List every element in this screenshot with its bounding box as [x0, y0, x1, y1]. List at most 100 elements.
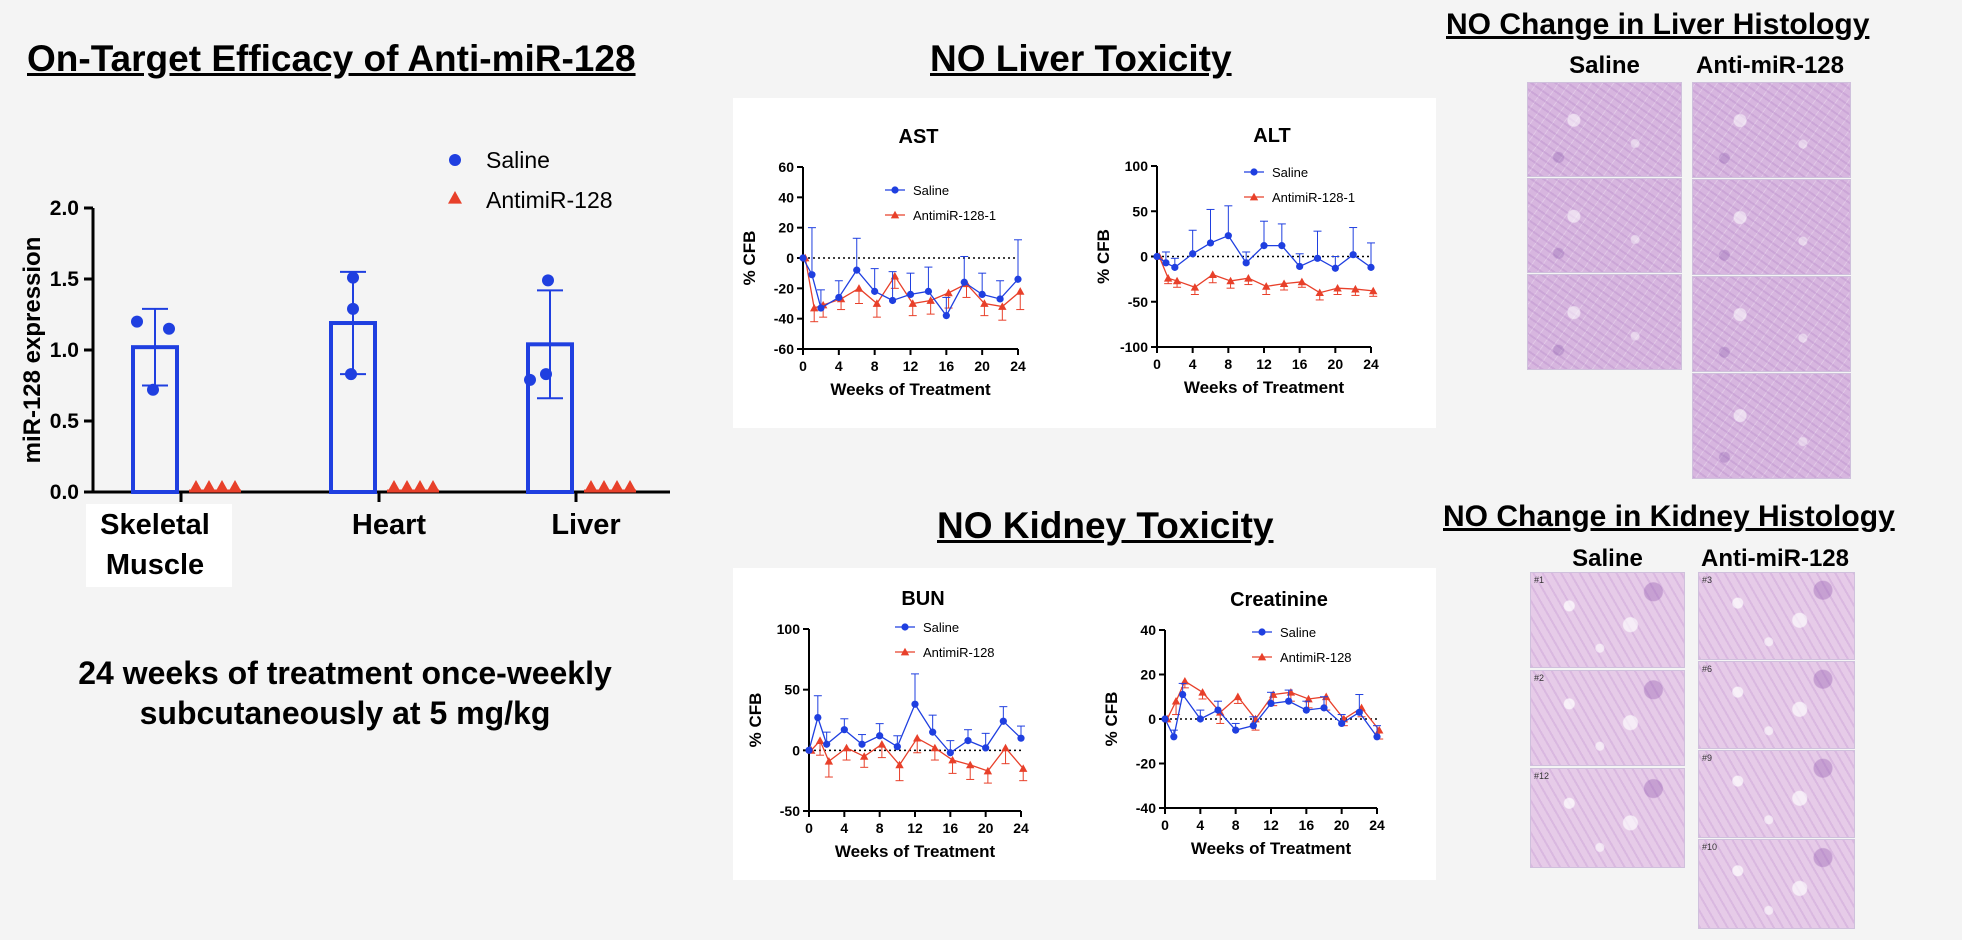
creatinine-line-chart: Creatinine -40 -20 0 20 40 0 4 8 12 16 20 24 Weeks of… [1102, 589, 1385, 858]
bun-x-tick-label: 24 [1013, 820, 1029, 836]
bun-x-tick-label: 12 [907, 820, 923, 836]
antimir-data-point [1208, 270, 1217, 278]
saline-data-point [911, 700, 919, 708]
alt-y-tick-label: 50 [1132, 203, 1148, 219]
ast-x-tick-label: 8 [871, 358, 879, 374]
antimir-data-point [1190, 283, 1200, 291]
saline-data-point [347, 302, 359, 315]
antimir-data-point [948, 755, 957, 764]
antimir-data-point [1171, 697, 1181, 705]
saline-data-point [147, 383, 159, 396]
creatinine-x-tick-label: 12 [1263, 817, 1279, 833]
antimir-data-point [1351, 284, 1360, 293]
saline-data-point [347, 271, 359, 284]
saline-data-point [1189, 250, 1197, 258]
antimir-data-point [980, 299, 989, 307]
antimir-data-point [1016, 287, 1025, 295]
efficacy-heading: On-Target Efficacy of Anti-miR-128 [27, 38, 636, 79]
antimir-data-point [966, 760, 975, 769]
ast-y-tick-label: 20 [778, 220, 794, 236]
alt-x-tick-label: 0 [1153, 356, 1161, 372]
antimir-data-point [860, 752, 869, 760]
bun-x-tick-label: 0 [805, 820, 813, 836]
saline-data-point [345, 368, 357, 381]
bun-y-tick-label: 50 [784, 682, 800, 698]
saline-data-point [1373, 733, 1381, 741]
kidney-toxicity-panel: BUN -50 0 50 100 0 4 8 12 16 20 24 Weeks of Treatmen… [733, 568, 1436, 880]
legend-antimir-label: AntimiR-128 [486, 187, 613, 213]
saline-data-point [960, 278, 968, 286]
alt-legend-antimir-label: AntimiR-128-1 [1272, 190, 1355, 205]
saline-data-point [163, 322, 175, 335]
saline-data-point [524, 373, 536, 386]
saline-data-point [996, 295, 1004, 303]
kidney-antimir-image-4: #10 [1698, 839, 1855, 929]
alt-x-tick-label: 12 [1256, 356, 1272, 372]
antimir-data-point [585, 480, 597, 491]
creatinine-legend-saline-label: Saline [1280, 625, 1316, 640]
ast-y-tick-label: -60 [774, 341, 794, 357]
saline-data-point [888, 296, 897, 305]
liver-toxicity-heading: NO Liver Toxicity [930, 38, 1232, 79]
antimir-data-point [1304, 694, 1313, 703]
ast-y-tick-label: -20 [774, 280, 794, 296]
saline-data-point [1242, 259, 1250, 267]
creatinine-x-tick-label: 24 [1369, 817, 1385, 833]
antimir-data-point [930, 743, 940, 752]
antimir-data-point [809, 303, 819, 312]
antimir-data-point [854, 284, 864, 292]
saline-data-point [1349, 251, 1357, 259]
bun-y-tick-label: 100 [777, 621, 801, 637]
bun-legend-antimir-label: AntimiR-128 [923, 645, 995, 660]
creatinine-title: Creatinine [1230, 589, 1328, 611]
saline-data-point [1196, 715, 1204, 723]
efficacy-y-axis-label: miR-128 expression [19, 237, 46, 464]
kidney-antimir-image-1: #3 [1698, 572, 1855, 660]
saline-data-point [999, 717, 1007, 725]
antimir-data-point [1279, 279, 1289, 288]
category-label-heart: Heart [352, 509, 426, 541]
saline-data-point [982, 744, 990, 752]
antimir-data-point [895, 760, 904, 769]
saline-data-point [1320, 704, 1328, 712]
ast-x-tick-label: 4 [835, 358, 843, 374]
antimir-data-point [944, 288, 953, 297]
saline-data-point [929, 728, 937, 736]
saline-data-point [893, 743, 901, 751]
antimir-data-point [913, 734, 922, 742]
saline-data-point [906, 290, 915, 298]
antimir-data-point [1369, 286, 1378, 295]
kidney-saline-image-1: #1 [1530, 572, 1685, 668]
treatment-note-line-2: subcutaneously at 5 mg/kg [139, 695, 551, 731]
alt-y-tick-label: 100 [1125, 158, 1149, 174]
liver-antimir-image-1 [1692, 82, 1851, 178]
saline-data-point [1285, 697, 1293, 705]
liver-toxicity-panel: AST -60 -40 -20 0 20 40 60 0 4 8 12 16 20 24 Weeks of T… [733, 98, 1436, 428]
kidney-histology-saline-label: Saline [1572, 545, 1643, 572]
bun-legend-antimir-marker [900, 647, 910, 656]
antimir-series-line [810, 737, 1024, 772]
antimir-data-point [872, 299, 882, 307]
saline-data-point [871, 287, 879, 295]
antimir-series-line [1158, 256, 1374, 294]
creatinine-x-tick-label: 0 [1161, 817, 1169, 833]
saline-data-point [805, 746, 813, 754]
kidney-histology-heading: NO Change in Kidney Histology [1443, 500, 1895, 533]
antimir-data-point [983, 766, 993, 775]
saline-data-point [1214, 706, 1222, 714]
efficacy-y-tick-label: 0.5 [50, 410, 80, 433]
antimir-data-point [1315, 288, 1324, 297]
antimir-data-point [1297, 277, 1307, 286]
alt-x-tick-label: 4 [1189, 356, 1197, 372]
antimir-data-point [815, 736, 825, 744]
saline-data-point [853, 266, 861, 274]
saline-data-point [542, 274, 554, 287]
bun-x-tick-label: 16 [943, 820, 959, 836]
saline-data-point [1224, 232, 1232, 240]
kidney-saline-id-2: #2 [1534, 673, 1545, 683]
saline-data-point [1179, 690, 1187, 699]
saline-data-point [1355, 708, 1363, 716]
antimir-data-point [1333, 283, 1342, 292]
antimir-data-point [1262, 282, 1271, 290]
category-label-background [86, 504, 232, 587]
